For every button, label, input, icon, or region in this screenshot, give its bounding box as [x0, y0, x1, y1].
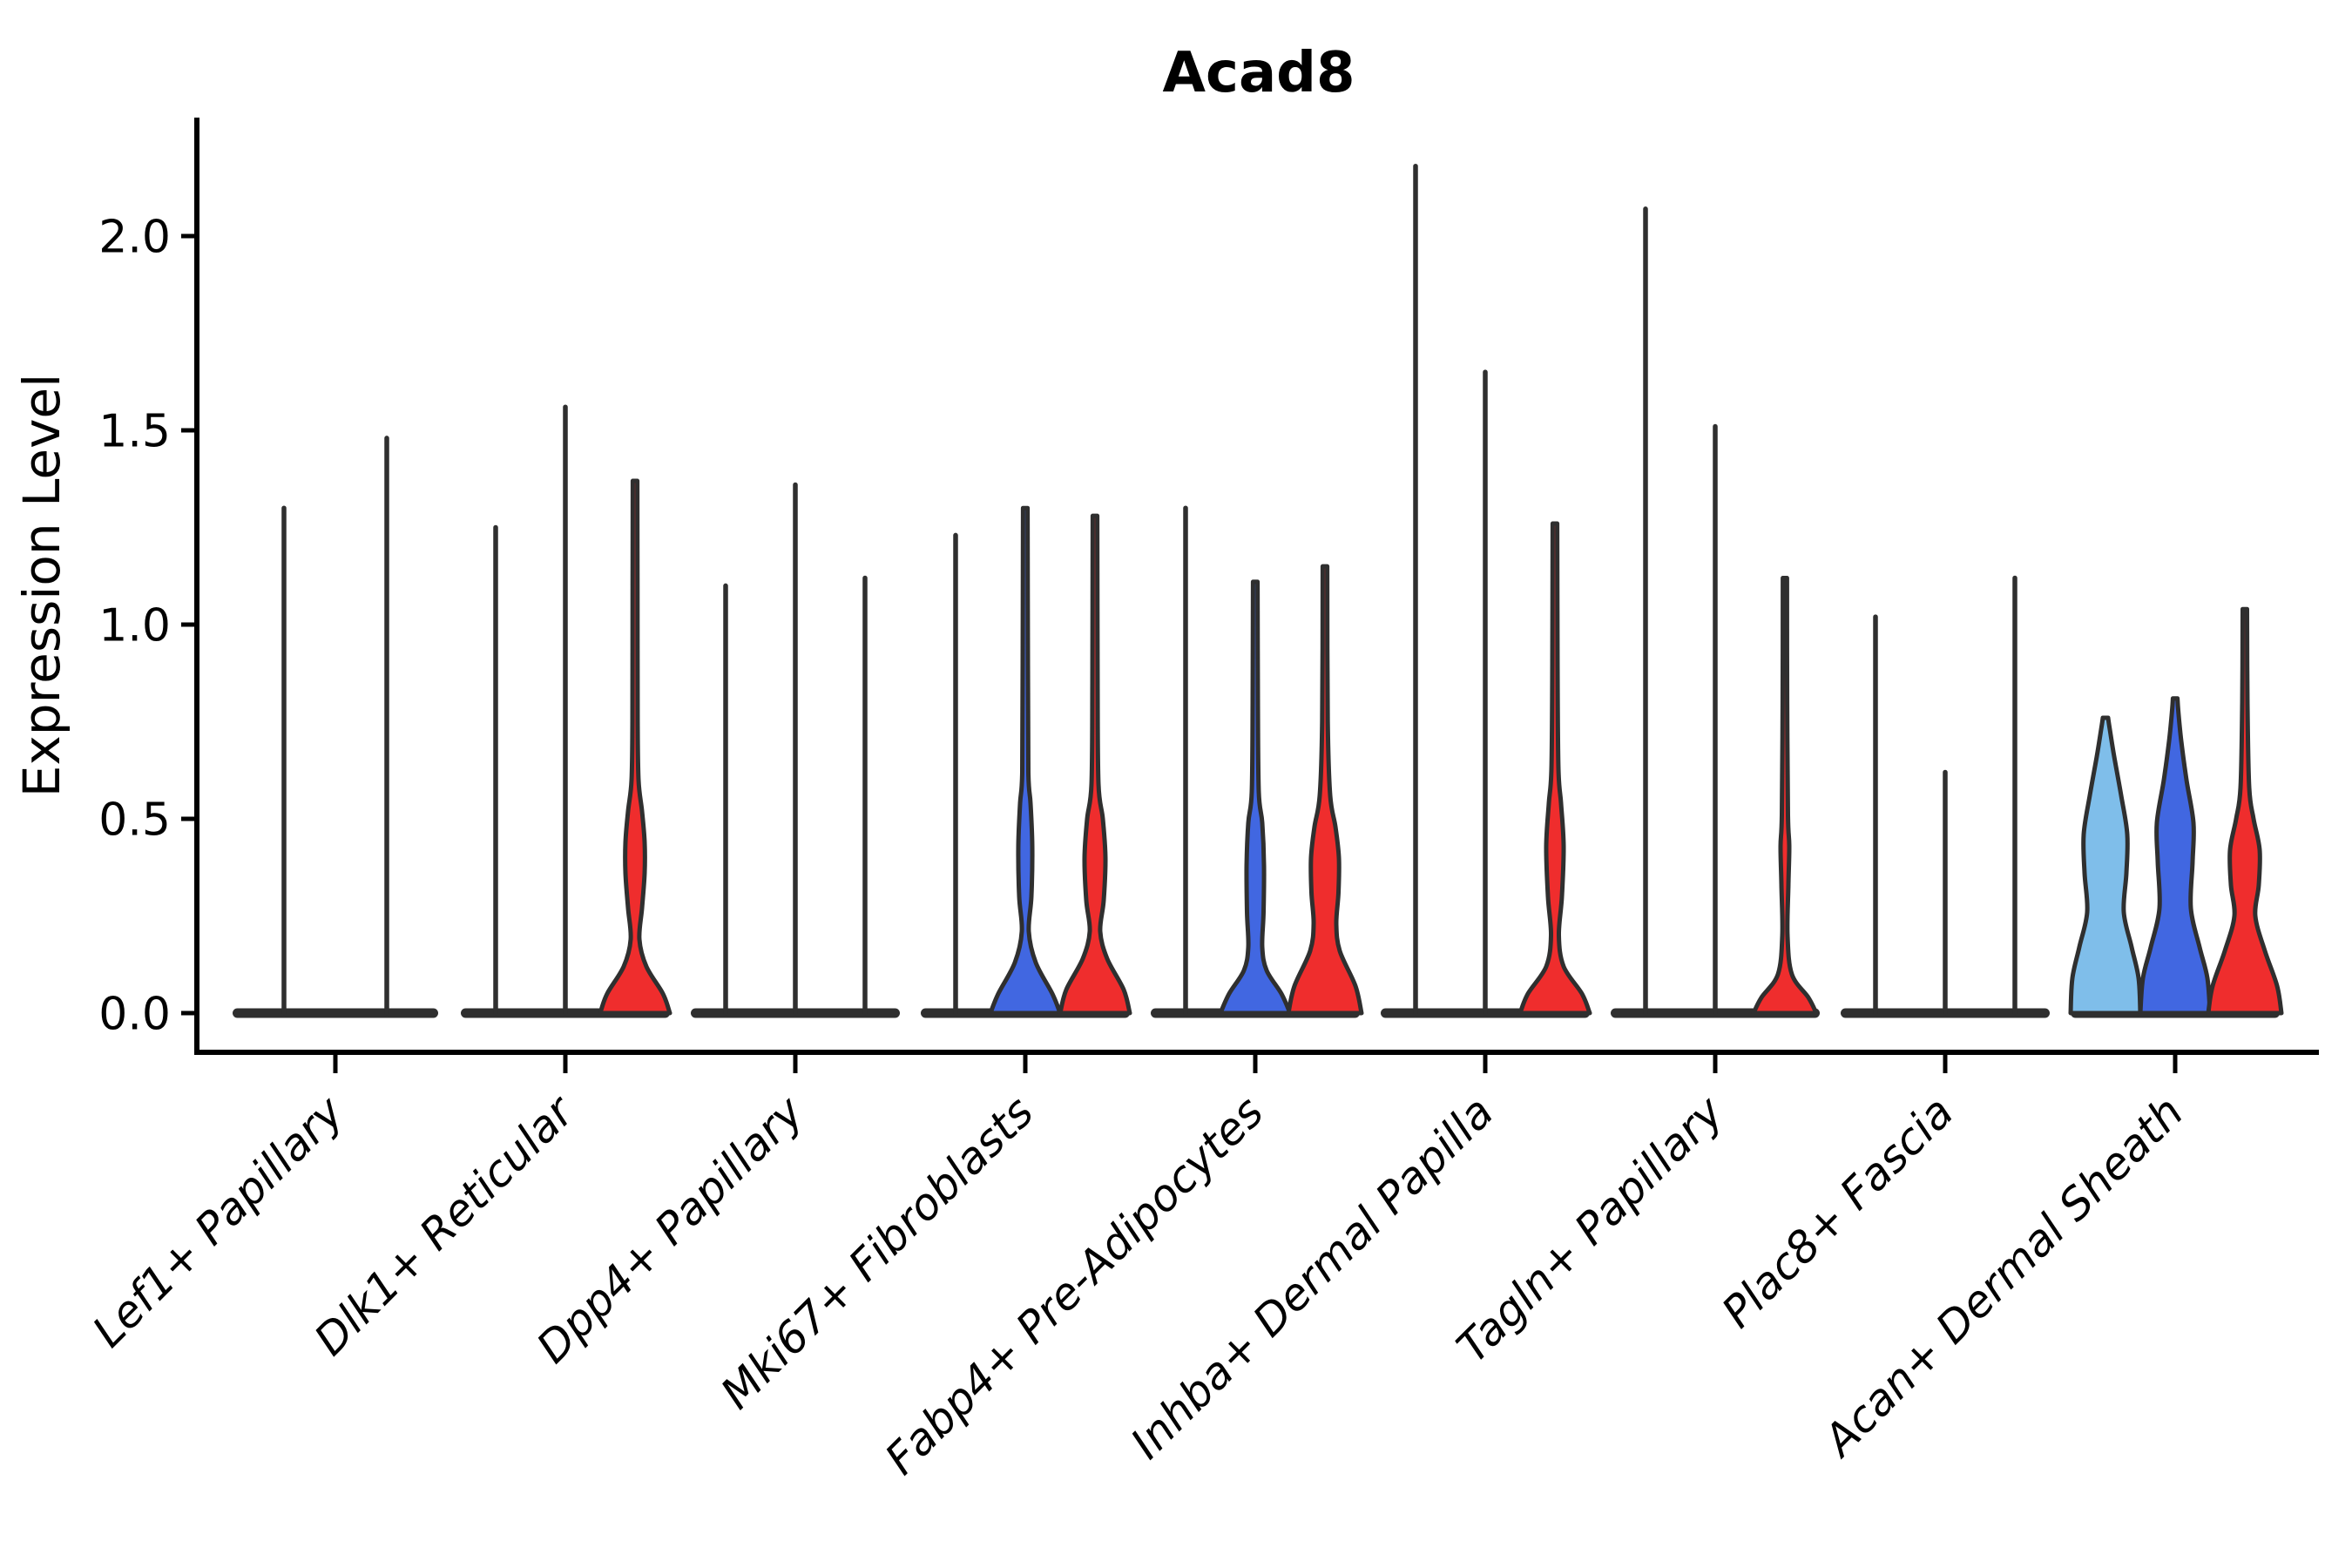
violin-body — [1218, 579, 1293, 1016]
x-tick-label: Plac8+ Fascia — [1713, 1086, 1963, 1337]
violin-body — [1286, 564, 1364, 1016]
baseline-bar — [233, 1008, 438, 1018]
x-tick-label: Fabp4+ Pre-Adipocytes — [875, 1086, 1274, 1484]
y-tick-label: 1.0 — [98, 600, 171, 652]
y-tick-label: 1.5 — [98, 406, 171, 458]
violin-body — [988, 505, 1063, 1016]
y-axis-label: Expression Level — [12, 374, 71, 797]
violin-body — [598, 478, 672, 1016]
violin-body — [2206, 606, 2284, 1016]
plot-title: Acad8 — [1163, 41, 1355, 105]
violin-body — [2068, 715, 2143, 1016]
violin-body — [2138, 696, 2213, 1016]
violin-body — [1058, 513, 1132, 1016]
y-tick-label: 0.0 — [98, 989, 171, 1041]
x-tick-label: Inhba+ Dermal Papilla — [1121, 1086, 1503, 1468]
y-tick-label: 2.0 — [98, 212, 171, 264]
violins — [281, 163, 2284, 1016]
x-tick-label: Lef1+ Papillary — [83, 1085, 354, 1356]
axes — [181, 118, 2319, 1073]
violin-body — [1517, 521, 1592, 1016]
violin-body — [1751, 576, 1819, 1016]
y-tick-label: 0.5 — [98, 794, 171, 847]
